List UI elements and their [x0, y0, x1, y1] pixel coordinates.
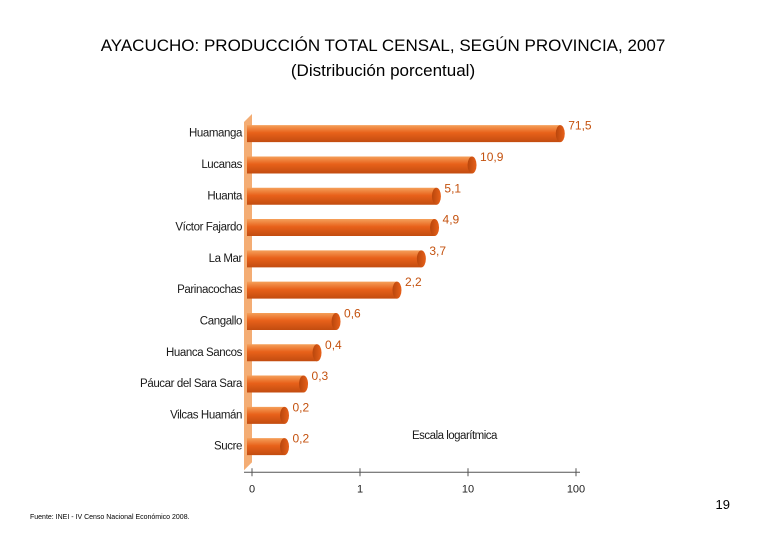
bar-cap	[280, 406, 290, 424]
bar-group	[247, 406, 290, 424]
value-label: 71,5	[568, 119, 592, 133]
category-label: Cangallo	[200, 315, 242, 327]
category-label: Vilcas Huamán	[170, 409, 242, 421]
bar-group	[247, 344, 322, 362]
value-label: 4,9	[443, 213, 460, 227]
x-tick-label: 0	[249, 483, 255, 495]
bar	[247, 219, 435, 237]
scale-annotation: Escala logarítmica	[412, 430, 498, 442]
category-label: Páucar del Sara Sara	[140, 378, 243, 390]
bar-group	[247, 156, 477, 174]
category-label: Víctor Fajardo	[175, 222, 242, 234]
x-tick-label: 1	[357, 483, 363, 495]
bar	[247, 438, 285, 456]
value-label: 5,1	[444, 181, 461, 195]
value-label: 0,2	[293, 432, 310, 446]
chart-title: AYACUCHO: PRODUCCIÓN TOTAL CENSAL, SEGÚN…	[100, 36, 666, 55]
bar	[247, 281, 397, 299]
category-label: Lucanas	[201, 159, 242, 171]
value-label: 2,2	[405, 275, 422, 289]
bar-group	[247, 312, 341, 330]
source-note: Fuente: INEI - IV Censo Nacional Económi…	[30, 514, 190, 521]
category-label: Huamanga	[189, 128, 243, 140]
bar-cap	[331, 312, 341, 330]
bar	[247, 312, 337, 330]
bar-cap	[467, 156, 477, 174]
category-label: La Mar	[209, 253, 243, 265]
bar	[247, 375, 304, 393]
bar-cap	[431, 187, 441, 205]
bar	[247, 344, 318, 362]
bar	[247, 156, 473, 174]
bar-group	[247, 281, 402, 299]
x-tick-label: 100	[567, 483, 585, 495]
category-label: Sucre	[214, 441, 242, 453]
bar	[247, 125, 561, 143]
bar-cap	[280, 438, 290, 456]
category-label: Parinacochas	[177, 284, 243, 296]
value-label: 0,3	[312, 369, 329, 383]
bar	[247, 406, 285, 424]
bar	[247, 187, 437, 205]
bar-cap	[312, 344, 322, 362]
bar-group	[247, 187, 441, 205]
page-number: 19	[715, 497, 730, 512]
bar-group	[247, 125, 565, 143]
bar-group	[247, 219, 440, 237]
bar-cap	[555, 125, 565, 143]
bar-cap	[416, 250, 426, 268]
bar-group	[247, 375, 309, 393]
bar-cap	[299, 375, 309, 393]
bar-group	[247, 250, 426, 268]
value-label: 10,9	[480, 150, 504, 164]
chart-subtitle: (Distribución porcentual)	[290, 61, 476, 80]
bar	[247, 250, 422, 268]
value-label: 0,6	[344, 306, 361, 320]
category-label: Huanca Sancos	[166, 347, 243, 359]
value-label: 3,7	[429, 244, 446, 258]
bar-cap	[430, 219, 440, 237]
value-label: 0,4	[325, 338, 342, 352]
value-label: 0,2	[293, 400, 310, 414]
category-label: Huanta	[207, 190, 243, 202]
bar-cap	[392, 281, 402, 299]
x-tick-label: 10	[462, 483, 474, 495]
bar-group	[247, 438, 290, 456]
